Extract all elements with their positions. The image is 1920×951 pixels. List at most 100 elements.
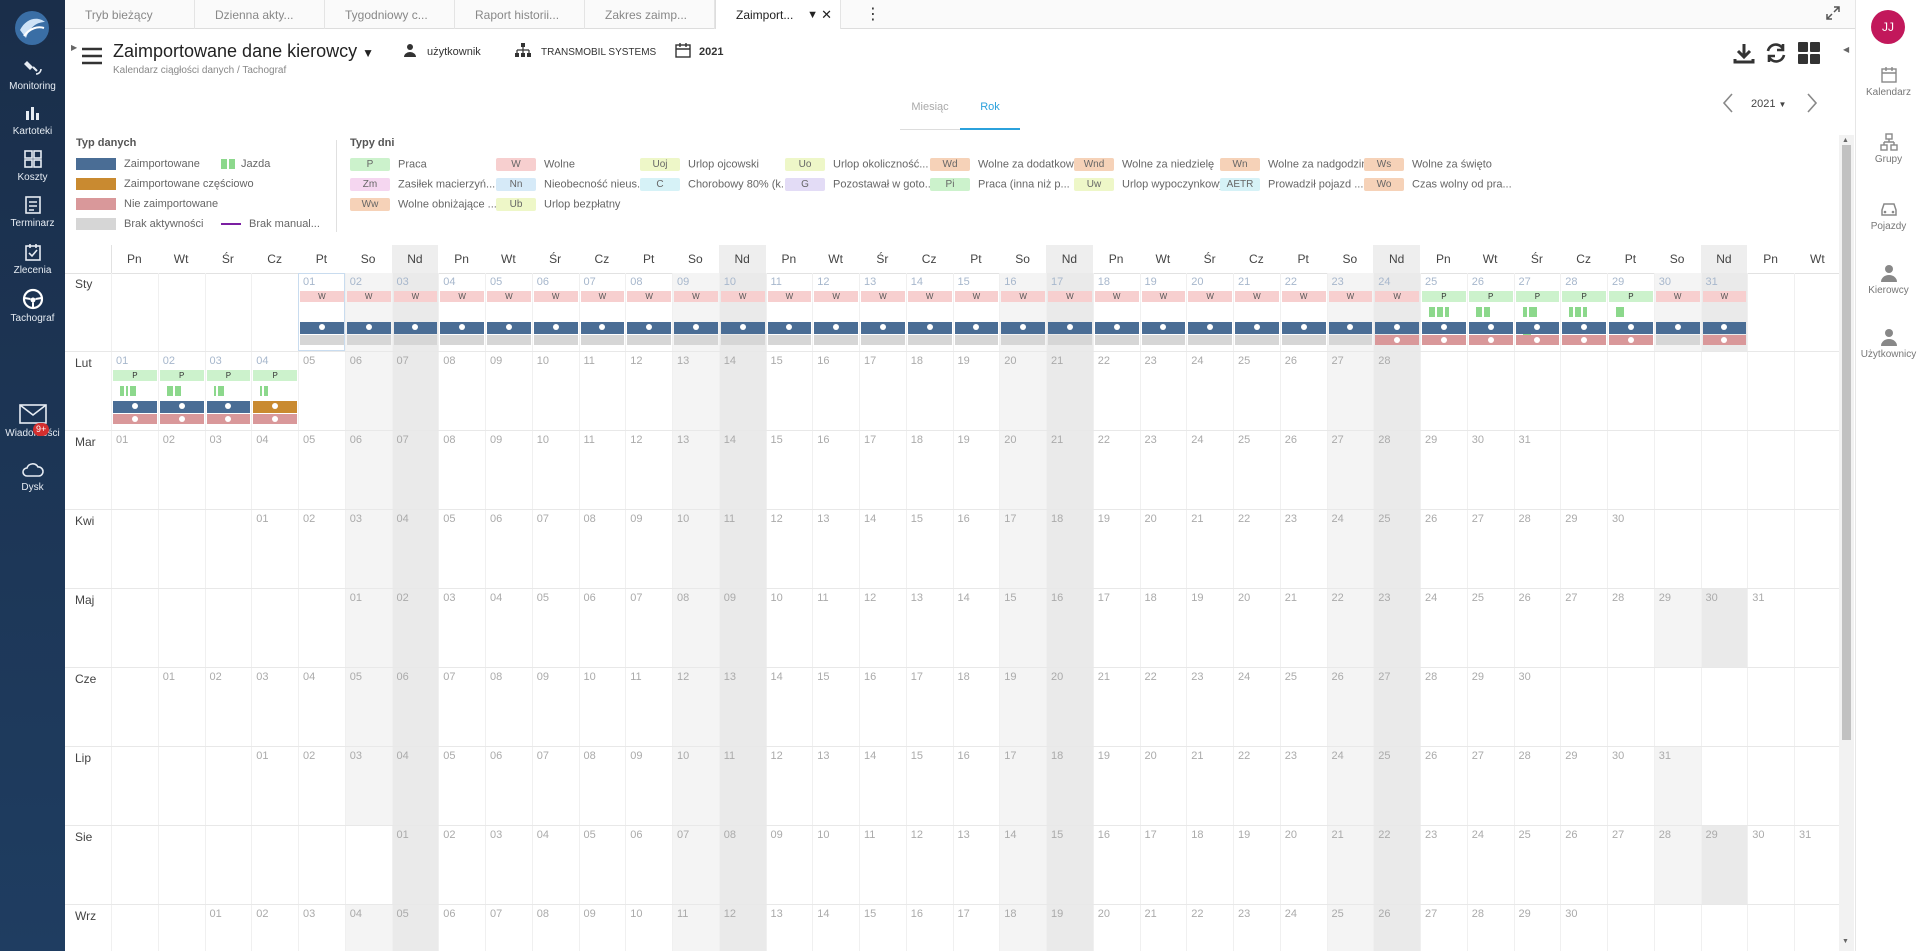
calendar-day-cell[interactable]: 17 <box>999 510 1046 588</box>
vehicle-data-bar[interactable] <box>1609 335 1653 345</box>
calendar-day-cell[interactable]: 30 W <box>1653 273 1701 351</box>
calendar-day-cell[interactable]: 25 <box>1513 826 1561 904</box>
no-activity-bar[interactable] <box>533 335 578 345</box>
calendar-day-cell[interactable]: 05 <box>344 668 392 746</box>
no-activity-bar[interactable] <box>1141 335 1186 345</box>
calendar-day-cell[interactable]: 08 <box>531 905 579 951</box>
calendar-day-cell[interactable]: 08 <box>578 510 626 588</box>
nav-zlecenia[interactable]: Zlecenia <box>0 236 65 288</box>
calendar-day-cell[interactable]: 08 W <box>625 273 672 351</box>
calendar-day-cell[interactable]: 28 <box>1513 510 1561 588</box>
calendar-day-cell[interactable]: 13 <box>672 431 719 509</box>
calendar-day-cell[interactable]: 24 <box>1326 747 1374 825</box>
calendar-day-cell[interactable]: 13 <box>765 905 813 951</box>
calendar-day-cell[interactable]: 29 <box>1560 747 1607 825</box>
calendar-day-cell[interactable]: 29 <box>1466 668 1514 746</box>
calendar-day-cell[interactable]: 10 <box>531 352 579 430</box>
calendar-day-cell[interactable]: 07 <box>531 510 579 588</box>
calendar-day-cell[interactable]: 03 <box>344 510 392 588</box>
calendar-day-cell[interactable]: 20 <box>1092 905 1140 951</box>
calendar-day-cell[interactable]: 03 <box>438 589 485 667</box>
driver-data-bar[interactable] <box>1001 322 1045 334</box>
no-activity-bar[interactable] <box>1048 335 1092 345</box>
calendar-day-cell[interactable]: 21 <box>1279 589 1327 667</box>
calendar-day-cell[interactable]: 17 <box>859 431 906 509</box>
no-activity-bar[interactable] <box>1188 335 1232 345</box>
calendar-day-cell[interactable]: 31 <box>1653 747 1701 825</box>
calendar-day-cell[interactable]: 17 <box>999 747 1046 825</box>
calendar-day-cell[interactable]: 23 <box>1279 747 1327 825</box>
driver-data-bar[interactable] <box>767 322 812 334</box>
calendar-day-cell[interactable]: 30 <box>1466 431 1514 509</box>
calendar-day-cell[interactable]: 25 P <box>1420 273 1467 351</box>
driver-data-bar[interactable] <box>1655 322 1700 334</box>
tab-zakres-zaimportowanych[interactable]: Zakres zaimp... <box>585 0 715 29</box>
vehicle-data-bar[interactable] <box>253 414 297 424</box>
calendar-day-cell[interactable]: 04 <box>251 431 298 509</box>
driver-data-bar[interactable] <box>674 322 718 334</box>
calendar-day-cell[interactable]: 07 <box>672 826 719 904</box>
calendar-day-cell[interactable]: 29 <box>1513 905 1561 951</box>
tab-tryb-biezacy[interactable]: Tryb bieżący <box>65 0 195 29</box>
calendar-day-cell[interactable]: 09 <box>625 747 672 825</box>
calendar-day-cell[interactable]: 25 <box>1233 352 1280 430</box>
calendar-day-cell[interactable]: 20 <box>1233 589 1280 667</box>
app-logo-icon[interactable] <box>12 8 52 48</box>
calendar-day-cell[interactable]: 08 <box>438 352 485 430</box>
calendar-day-cell[interactable]: 23 <box>1139 352 1187 430</box>
nav-monitoring[interactable]: Monitoring <box>0 52 65 104</box>
nav-tachograf[interactable]: Tachograf <box>0 282 65 334</box>
calendar-day-cell[interactable]: 23 <box>1420 826 1467 904</box>
calendar-day-cell[interactable]: 24 <box>1420 589 1467 667</box>
driver-data-bar[interactable] <box>1702 322 1747 334</box>
calendar-day-cell[interactable]: 10 <box>672 510 719 588</box>
vehicle-data-bar[interactable] <box>1702 335 1747 345</box>
calendar-day-cell[interactable]: 04 <box>391 510 439 588</box>
calendar-day-cell[interactable]: 14 <box>952 589 1000 667</box>
calendar-day-cell[interactable]: 10 <box>625 905 672 951</box>
calendar-day-cell[interactable]: 28 <box>1653 826 1701 904</box>
calendar-day-cell[interactable]: 03 <box>298 905 345 951</box>
calendar-day-cell[interactable]: 03 <box>344 747 392 825</box>
calendar-day-cell[interactable]: 24 W <box>1373 273 1420 351</box>
calendar-day-cell[interactable]: 18 <box>905 352 953 430</box>
calendar-day-cell[interactable]: 12 <box>765 510 813 588</box>
tab-zaimportowane-dane[interactable]: Zaimport... ▼ ✕ <box>715 0 841 29</box>
rnav-kalendarz[interactable]: Kalendarz <box>1856 66 1920 121</box>
calendar-day-cell[interactable]: 11 <box>718 510 766 588</box>
calendar-day-cell[interactable]: 16 <box>812 431 859 509</box>
calendar-day-cell[interactable]: 06 <box>344 352 392 430</box>
calendar-day-cell[interactable]: 25 <box>1373 510 1420 588</box>
calendar-day-cell[interactable]: 30 <box>1747 826 1794 904</box>
driver-data-bar[interactable] <box>814 322 858 334</box>
calendar-day-cell[interactable]: 27 <box>1466 747 1514 825</box>
calendar-day-cell[interactable]: 27 <box>1326 352 1374 430</box>
calendar-day-cell[interactable]: 21 W <box>1233 273 1280 351</box>
driver-data-bar[interactable] <box>253 401 297 413</box>
calendar-day-cell[interactable]: 30 <box>1513 668 1561 746</box>
driver-data-bar[interactable] <box>1094 322 1139 334</box>
calendar-day-cell[interactable]: 09 <box>718 589 766 667</box>
calendar-day-cell[interactable]: 15 <box>905 510 953 588</box>
calendar-day-cell[interactable]: 05 <box>391 905 439 951</box>
calendar-day-cell[interactable]: 04 <box>298 668 345 746</box>
rnav-pojazdy[interactable]: Pojazdy <box>1856 200 1920 255</box>
calendar-day-cell[interactable]: 07 <box>391 431 439 509</box>
calendar-day-cell[interactable]: 04 <box>391 747 439 825</box>
calendar-day-cell[interactable]: 17 <box>859 352 906 430</box>
calendar-day-cell[interactable]: 23 W <box>1326 273 1374 351</box>
calendar-day-cell[interactable]: 16 W <box>999 273 1046 351</box>
calendar-day-cell[interactable]: 02 <box>298 510 345 588</box>
driver-data-bar[interactable] <box>533 322 578 334</box>
driver-data-bar[interactable] <box>954 322 999 334</box>
calendar-day-cell[interactable]: 16 <box>1046 589 1093 667</box>
driver-data-bar[interactable] <box>580 322 625 334</box>
calendar-day-cell[interactable]: 21 <box>1046 431 1093 509</box>
calendar-day-cell[interactable]: 08 <box>718 826 766 904</box>
calendar-day-cell[interactable]: 09 <box>578 905 626 951</box>
calendar-day-cell[interactable]: 29 <box>1420 431 1467 509</box>
calendar-day-cell[interactable]: 14 <box>718 431 766 509</box>
calendar-day-cell[interactable]: 20 <box>1279 826 1327 904</box>
layout-grid-icon[interactable] <box>1797 41 1823 67</box>
calendar-day-cell[interactable]: 02 W <box>344 273 392 351</box>
